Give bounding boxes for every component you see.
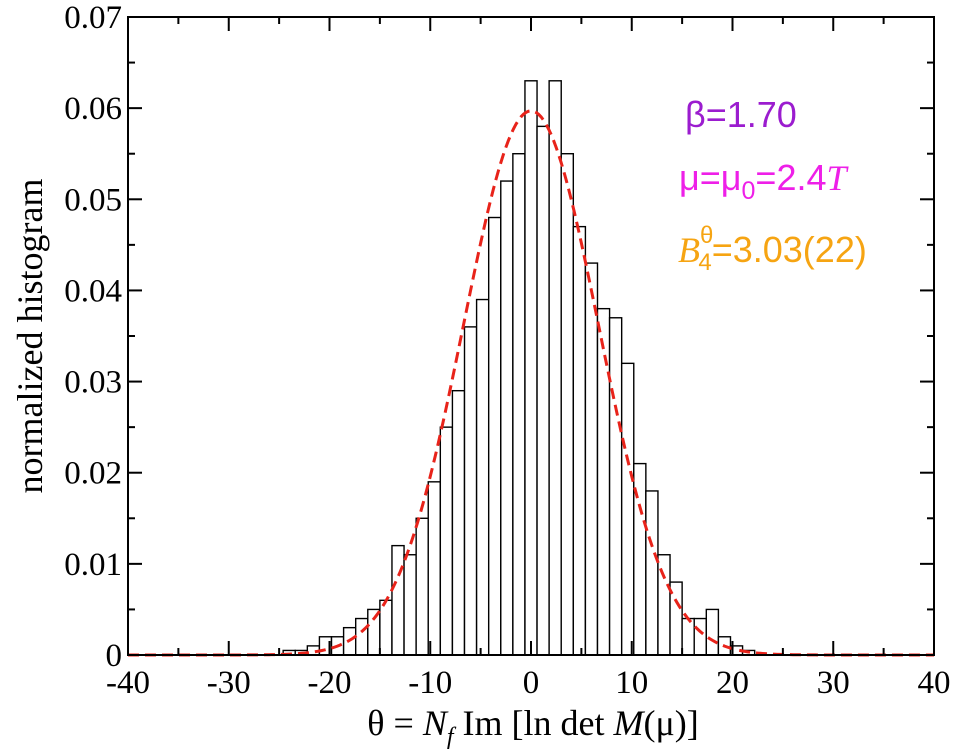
histogram-bar <box>354 617 369 656</box>
histogram-bar <box>596 307 611 656</box>
histogram-bar <box>645 490 659 656</box>
x-tick-label: -20 <box>308 665 352 701</box>
x-axis-ticks: -40 -30 -20 -10 0 10 20 30 40 <box>106 17 951 701</box>
x-tick-label: -40 <box>106 665 150 701</box>
histogram-bar <box>403 554 417 656</box>
histogram-bar <box>524 80 538 656</box>
x-axis-title: θ = Nf Im [ln det M(μ)] <box>367 703 698 750</box>
histogram-bar <box>475 298 490 656</box>
x-tick-label: 10 <box>615 665 648 701</box>
histogram-bar <box>584 262 599 656</box>
annotation-legend: β=1.70 μ=μ0=2.4T Bθ 4=3.03(22) <box>678 94 867 276</box>
histogram-bar <box>487 216 502 656</box>
histogram-bar <box>560 153 575 656</box>
y-tick-label: 0.05 <box>64 182 122 218</box>
histogram-bar <box>536 125 550 656</box>
histogram-bar <box>427 481 442 656</box>
histogram-bar <box>548 80 562 656</box>
histogram-bar <box>620 362 635 656</box>
y-tick-label: 0.02 <box>64 456 122 492</box>
x-axis-title-m: M <box>612 703 645 743</box>
annotation-mu: μ=μ0=2.4T <box>679 157 850 205</box>
histogram-bar <box>572 225 587 656</box>
histogram-bar <box>391 544 405 656</box>
x-tick-label: 20 <box>716 665 749 701</box>
histogram-bar <box>512 153 526 656</box>
y-tick-label: 0.01 <box>64 547 122 583</box>
histogram-bar <box>379 599 393 656</box>
y-tick-label: 0.06 <box>64 91 122 127</box>
x-tick-label: 0 <box>523 665 540 701</box>
x-axis-title-f: f <box>447 724 457 750</box>
x-tick-label: -30 <box>207 665 251 701</box>
annotation-binder: Bθ 4=3.03(22) <box>678 222 867 276</box>
y-axis-title: normalized histogram <box>10 179 50 494</box>
histogram-bar <box>693 617 708 656</box>
x-tick-label: -10 <box>408 665 452 701</box>
x-axis-title-im: Im [ln det <box>454 703 614 743</box>
x-tick-label: 40 <box>918 665 951 701</box>
histogram-bar <box>608 317 623 656</box>
histogram-bar <box>705 608 720 656</box>
histogram-bar <box>463 326 478 656</box>
y-axis-ticks: 0 0.01 0.02 0.03 0.04 0.05 0.06 0.07 <box>64 0 934 674</box>
histogram-bar <box>681 617 695 656</box>
histogram-bar <box>439 426 454 656</box>
x-axis-title-theta: θ <box>367 703 384 743</box>
y-tick-label: 0.03 <box>64 365 122 401</box>
y-tick-label: 0.04 <box>64 273 122 309</box>
histogram-bar <box>500 180 514 656</box>
histogram-bar <box>415 517 429 656</box>
histogram-bars <box>282 80 756 656</box>
x-tick-label: 30 <box>817 665 850 701</box>
x-axis-title-n: N <box>422 703 449 743</box>
x-axis-title-tail: (μ)] <box>643 703 698 743</box>
y-tick-label: 0.07 <box>64 0 122 36</box>
histogram-bar <box>451 389 466 656</box>
x-axis-title-eq: = <box>385 703 423 743</box>
y-tick-label: 0 <box>106 638 123 674</box>
annotation-beta: β=1.70 <box>685 94 797 135</box>
histogram-bar <box>367 608 381 656</box>
